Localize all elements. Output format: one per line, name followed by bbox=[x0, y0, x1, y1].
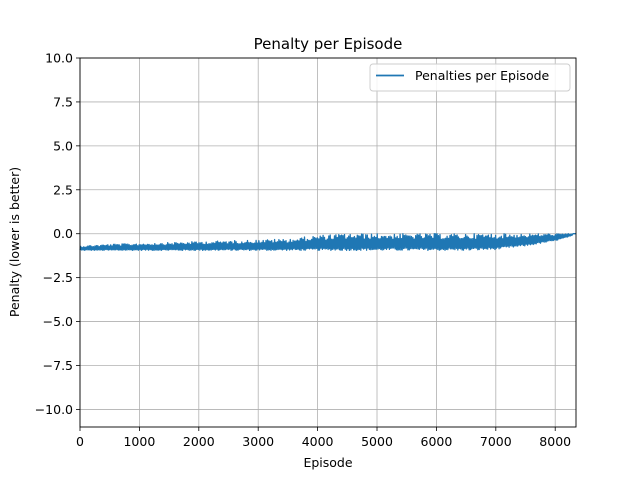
x-tick-label: 6000 bbox=[421, 434, 453, 449]
x-tick-label: 3000 bbox=[242, 434, 274, 449]
y-tick-label: 0.0 bbox=[53, 226, 73, 241]
x-axis-ticks: 0 1000 2000 3000 4000 5000 6000 7000 8000 bbox=[76, 427, 571, 449]
y-axis-label: Penalty (lower is better) bbox=[7, 167, 22, 317]
y-tick-label: 7.5 bbox=[53, 94, 73, 109]
series-penalties bbox=[79, 233, 576, 252]
x-tick-label: 4000 bbox=[302, 434, 334, 449]
series-line-penalties bbox=[79, 233, 576, 252]
grid bbox=[79, 57, 576, 427]
x-tick-label: 5000 bbox=[361, 434, 393, 449]
x-tick-label: 2000 bbox=[183, 434, 215, 449]
legend-label: Penalties per Episode bbox=[415, 68, 550, 83]
x-tick-label: 1000 bbox=[123, 434, 155, 449]
y-axis-ticks: 10.0 7.5 5.0 2.5 0.0 −2.5 −5.0 −7.5 −10.0 bbox=[35, 51, 80, 417]
plot-frame bbox=[79, 57, 577, 428]
x-tick-label: 8000 bbox=[539, 434, 571, 449]
y-tick-label: −7.5 bbox=[43, 358, 73, 373]
x-axis-label: Episode bbox=[303, 455, 352, 470]
y-tick-label: 5.0 bbox=[53, 138, 73, 153]
y-tick-label: −5.0 bbox=[43, 314, 73, 329]
x-tick-label: 7000 bbox=[480, 434, 512, 449]
y-tick-label: −2.5 bbox=[43, 270, 73, 285]
y-tick-label: 2.5 bbox=[53, 182, 73, 197]
chart-title: Penalty per Episode bbox=[254, 35, 403, 53]
y-tick-label: 10.0 bbox=[45, 51, 73, 66]
legend-box bbox=[369, 63, 571, 92]
y-tick-label: −10.0 bbox=[35, 402, 73, 417]
x-tick-label: 0 bbox=[76, 434, 84, 449]
legend: Penalties per Episode bbox=[369, 63, 571, 92]
